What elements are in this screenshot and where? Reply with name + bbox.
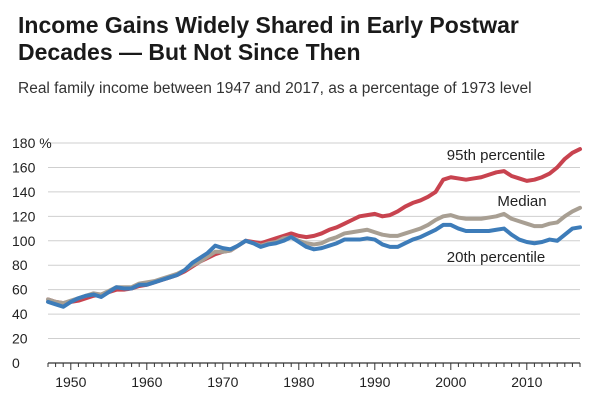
- y-tick-label: 0: [12, 355, 20, 371]
- series-line-20th-percentile: [46, 222, 582, 309]
- x-tick-label: 1970: [207, 374, 238, 390]
- y-tick-label: 140: [12, 184, 36, 200]
- x-tick-label: 1990: [359, 374, 390, 390]
- y-tick-label: 60: [12, 282, 28, 298]
- y-tick-label: 100: [12, 233, 36, 249]
- axes: 0 20 40 60 80 100 120 140 160 180 % 1950 1960 1970 19…: [12, 135, 581, 390]
- series-label-95th-percentile: 95th percentile: [447, 147, 545, 164]
- y-tick-label: 160: [12, 159, 36, 175]
- x-tick-label: 1950: [55, 374, 86, 390]
- y-tick-label: 20: [12, 331, 28, 347]
- y-tick-label: 120: [12, 208, 36, 224]
- x-tick-label: 2000: [435, 374, 466, 390]
- series-labels: 95th percentile Median 20th percentile: [447, 147, 547, 266]
- x-tick-label: 1980: [283, 374, 314, 390]
- series-label-20th-percentile: 20th percentile: [447, 249, 545, 266]
- series-line-95th-percentile: [46, 147, 582, 306]
- y-tick-label: 40: [12, 306, 28, 322]
- series-lines: [46, 147, 582, 309]
- y-tick-label: 180 %: [12, 135, 52, 151]
- chart-subtitle: Real family income between 1947 and 2017…: [18, 80, 532, 97]
- x-tick-label: 2010: [511, 374, 542, 390]
- y-tick-label: 80: [12, 257, 28, 273]
- series-label-median: Median: [497, 193, 546, 210]
- chart-title: Income Gains Widely Shared in Early Post…: [18, 12, 519, 65]
- x-tick-label: 1960: [131, 374, 162, 390]
